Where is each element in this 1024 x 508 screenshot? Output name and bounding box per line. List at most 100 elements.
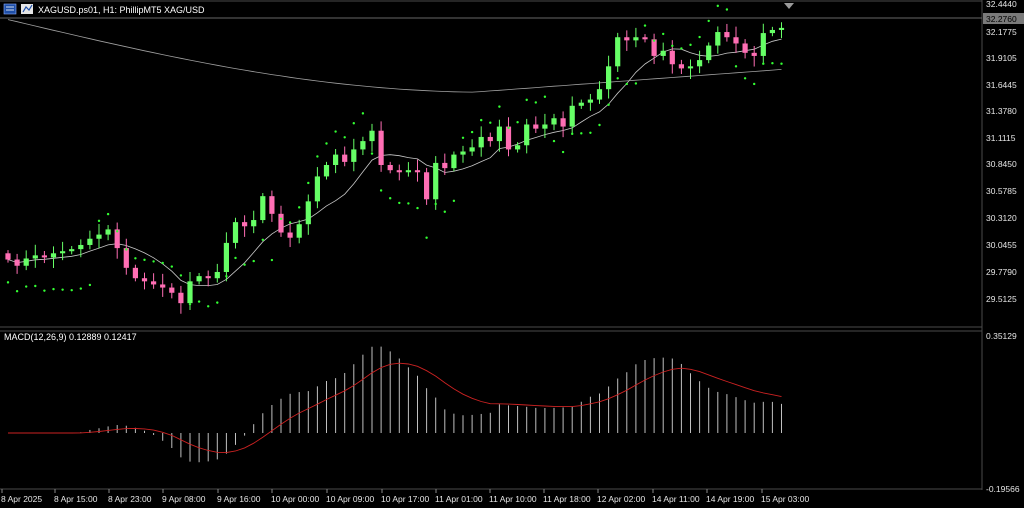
sar-dot bbox=[52, 287, 55, 291]
candle-bull bbox=[333, 154, 339, 165]
sar-dot bbox=[552, 139, 556, 143]
time-tick-label: 9 Apr 08:00 bbox=[162, 494, 206, 504]
candle-bull bbox=[551, 118, 557, 125]
window-menu-icon[interactable] bbox=[3, 3, 17, 15]
sar-dot bbox=[489, 121, 492, 124]
time-tick-label: 10 Apr 09:00 bbox=[326, 494, 374, 504]
candle-bull bbox=[251, 220, 257, 227]
candle-bull bbox=[542, 124, 548, 129]
time-tick-label: 8 Apr 15:00 bbox=[54, 494, 98, 504]
time-tick-label: 14 Apr 19:00 bbox=[706, 494, 754, 504]
time-tick-label: 10 Apr 17:00 bbox=[381, 494, 429, 504]
price-tick: 30.8450 bbox=[986, 159, 1017, 169]
time-tick-label: 9 Apr 16:00 bbox=[217, 494, 261, 504]
sar-dot bbox=[134, 257, 137, 260]
candle-bull bbox=[478, 136, 484, 148]
sar-dot bbox=[361, 112, 365, 115]
time-tick-label: 8 Apr 23:00 bbox=[108, 494, 152, 504]
time-tick-label: 11 Apr 18:00 bbox=[543, 494, 591, 504]
sar-dot bbox=[507, 126, 510, 130]
sar-dot bbox=[61, 288, 64, 291]
candle-bull bbox=[587, 99, 593, 103]
macd-axis-bottom: -0.19566 bbox=[986, 484, 1020, 494]
sar-dot bbox=[662, 32, 665, 36]
price-tick: 32.4440 bbox=[986, 0, 1017, 9]
sar-dot bbox=[416, 206, 419, 210]
sar-dot bbox=[234, 256, 237, 260]
candle-bull bbox=[360, 141, 366, 150]
current-price-label: 32.2760 bbox=[986, 14, 1017, 24]
candle-bull bbox=[615, 37, 621, 67]
sar-dot bbox=[143, 258, 146, 262]
chart-frame bbox=[0, 0, 983, 490]
candle-bear bbox=[287, 232, 293, 238]
sar-dot bbox=[734, 65, 738, 68]
sar-dot bbox=[643, 24, 647, 27]
price-tick: 31.6445 bbox=[986, 80, 1017, 90]
candle-bear bbox=[742, 43, 748, 53]
sar-dot bbox=[525, 98, 528, 102]
time-tick-label: 11 Apr 01:00 bbox=[435, 494, 483, 504]
candle-bull bbox=[323, 165, 330, 177]
candle-bull bbox=[596, 89, 603, 100]
candle-bear bbox=[178, 292, 184, 304]
sar-dot bbox=[616, 77, 619, 80]
sar-dot bbox=[762, 62, 765, 65]
candle-bull bbox=[778, 27, 785, 30]
sar-dot bbox=[470, 130, 474, 134]
sar-dot bbox=[607, 103, 610, 106]
sar-dot bbox=[88, 283, 92, 287]
candle-bull bbox=[260, 196, 266, 221]
sar-dot bbox=[589, 131, 592, 134]
candle-bull bbox=[187, 281, 193, 304]
time-tick-label: 8 Apr 2025 bbox=[1, 494, 42, 504]
candle-bear bbox=[751, 52, 757, 56]
candle-bear bbox=[278, 213, 284, 233]
sar-dot bbox=[307, 181, 310, 185]
sar-dot bbox=[580, 132, 583, 135]
sar-dot bbox=[671, 44, 674, 48]
candle-bull bbox=[96, 234, 102, 239]
sar-dot bbox=[179, 274, 183, 277]
sar-dot bbox=[261, 238, 264, 241]
candle-bull bbox=[660, 50, 666, 56]
bars-icon[interactable] bbox=[21, 4, 33, 14]
sar-dot bbox=[379, 189, 383, 192]
candle-bull bbox=[715, 32, 721, 46]
sar-dot bbox=[97, 219, 101, 223]
candle-bull bbox=[524, 124, 530, 146]
candle-bear bbox=[414, 170, 421, 173]
sar-dot bbox=[288, 221, 292, 224]
candle-bear bbox=[669, 50, 675, 65]
sar-dot bbox=[389, 197, 392, 200]
time-tick-label: 11 Apr 10:00 bbox=[489, 494, 537, 504]
candle-bear bbox=[442, 162, 448, 169]
candle-bull bbox=[578, 102, 584, 106]
sar-dot bbox=[480, 118, 483, 122]
price-tick: 30.0455 bbox=[986, 240, 1017, 250]
fast-moving-average bbox=[7, 38, 782, 286]
candle-bear bbox=[160, 284, 166, 288]
sar-dot bbox=[571, 132, 574, 136]
sar-dot bbox=[534, 101, 537, 104]
sar-dot bbox=[771, 62, 774, 65]
sar-dot bbox=[225, 274, 228, 278]
candle-bear bbox=[378, 130, 384, 165]
sar-dot bbox=[561, 150, 565, 154]
sar-dot bbox=[343, 136, 346, 139]
chart-shift-marker[interactable] bbox=[784, 3, 794, 9]
sar-dot bbox=[753, 82, 756, 86]
candle-bull bbox=[214, 271, 220, 279]
candle-bull bbox=[569, 105, 575, 127]
candle-bull bbox=[87, 238, 93, 245]
sar-dot bbox=[680, 47, 683, 50]
sar-dot bbox=[689, 43, 692, 47]
candle-bull bbox=[433, 162, 439, 200]
sar-dot bbox=[498, 105, 501, 108]
sar-dot bbox=[461, 136, 465, 139]
sar-dot bbox=[725, 8, 729, 11]
sar-dot bbox=[434, 202, 437, 206]
candle-bear bbox=[14, 259, 20, 266]
candle-bear bbox=[242, 222, 248, 227]
